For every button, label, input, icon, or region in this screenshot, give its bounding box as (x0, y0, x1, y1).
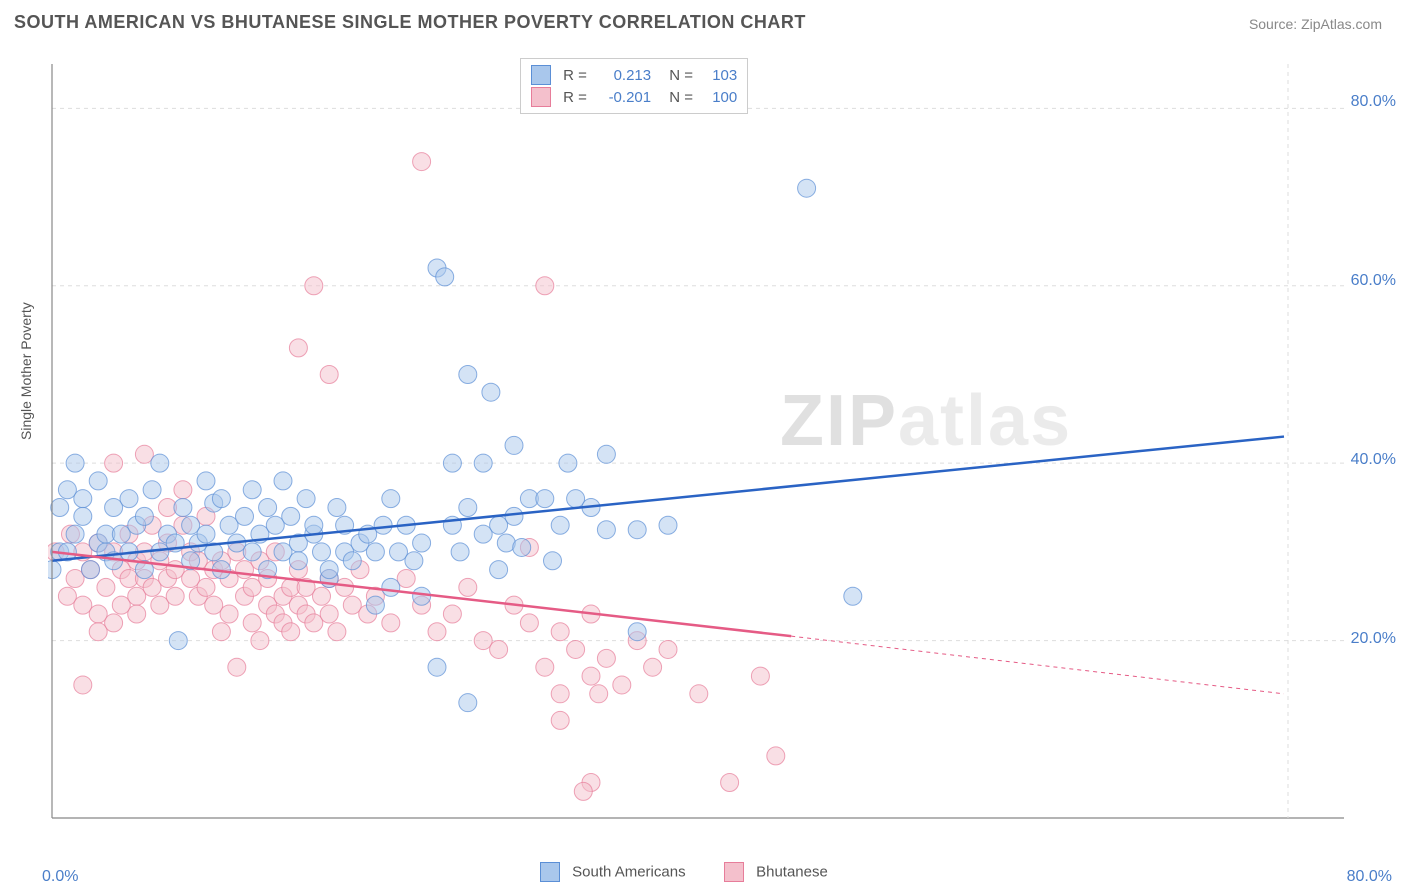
legend-correlation: R = 0.213 N = 103 R = -0.201 N = 100 (520, 58, 748, 114)
y-axis-label: Single Mother Poverty (18, 302, 34, 440)
x-tick-0: 0.0% (42, 868, 78, 886)
legend-label-south-americans: South Americans (572, 864, 685, 881)
x-tick-80: 80.0% (1347, 868, 1392, 886)
legend-row-2: R = -0.201 N = 100 (531, 87, 737, 107)
legend-label-bhutanese: Bhutanese (756, 864, 828, 881)
legend-r-label-2: R = (563, 89, 587, 106)
source-label: Source: ZipAtlas.com (1249, 16, 1382, 32)
legend-series: South Americans Bhutanese (540, 862, 828, 882)
legend-swatch-south-americans (531, 65, 551, 85)
legend-r-value-1: 0.213 (591, 67, 651, 84)
chart-area (48, 60, 1350, 822)
legend-r-value-2: -0.201 (591, 89, 651, 106)
y-tick-80: 80.0% (1351, 93, 1396, 111)
y-tick-60: 60.0% (1351, 272, 1396, 290)
chart-title: SOUTH AMERICAN VS BHUTANESE SINGLE MOTHE… (14, 12, 806, 33)
legend-n-value-1: 103 (697, 67, 737, 84)
legend-swatch-bottom-south-americans (540, 862, 560, 882)
y-tick-40: 40.0% (1351, 451, 1396, 469)
legend-n-label-2: N = (669, 89, 693, 106)
legend-r-label-1: R = (563, 67, 587, 84)
legend-n-label-1: N = (669, 67, 693, 84)
legend-swatch-bottom-bhutanese (724, 862, 744, 882)
legend-row-1: R = 0.213 N = 103 (531, 65, 737, 85)
legend-swatch-bhutanese (531, 87, 551, 107)
legend-n-value-2: 100 (697, 89, 737, 106)
y-tick-20: 20.0% (1351, 630, 1396, 648)
chart-svg (48, 60, 1350, 822)
